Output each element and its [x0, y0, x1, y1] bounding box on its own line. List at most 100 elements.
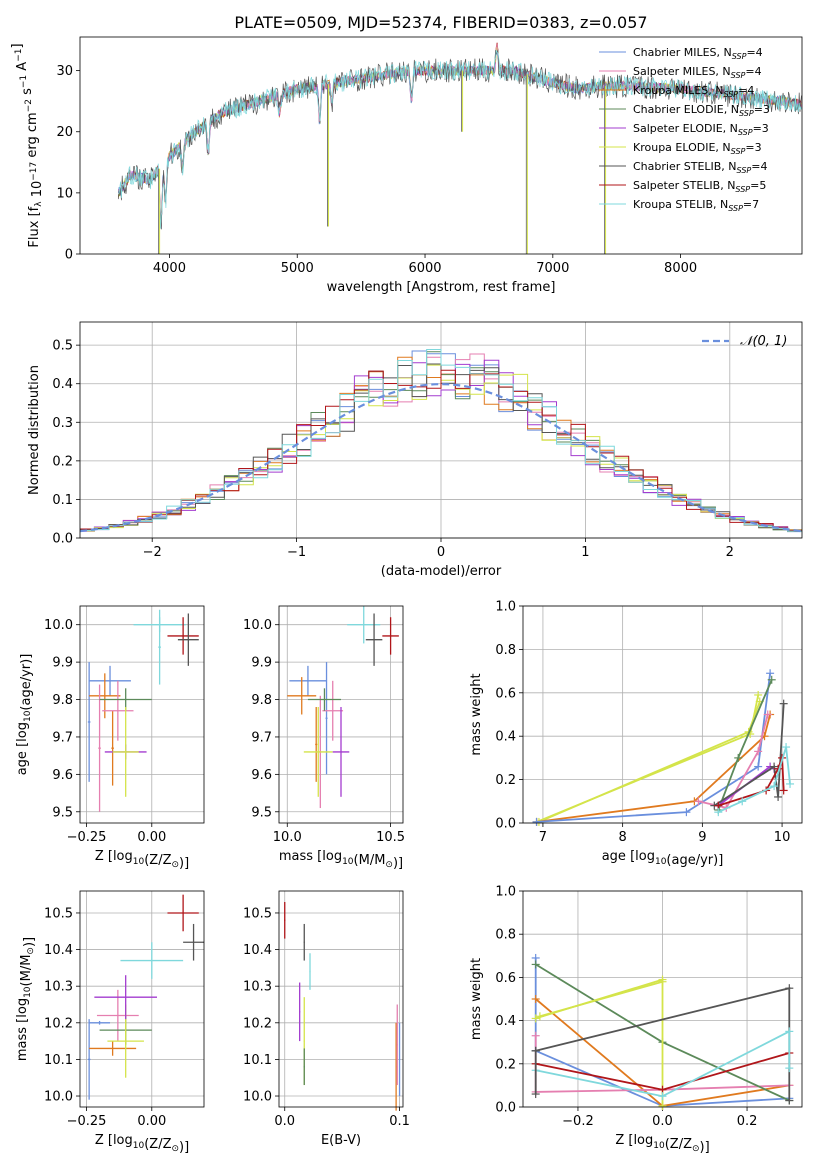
x-tick-label: 0.0: [652, 1114, 673, 1129]
y-tick-label: 9.7: [251, 730, 272, 745]
weight-line-kroupa_miles: [536, 714, 771, 823]
x-tick-label: 0: [437, 545, 445, 560]
axes-frame: [522, 605, 803, 824]
y-tick-label: 0.4: [52, 377, 73, 392]
y-tick-label: 0.0: [495, 817, 516, 832]
mass_vs_Z-panel: −0.25 0.00 10.0 10.1 10.2 10.3 10.4 10.5 Z [log1…: [15, 890, 205, 1155]
x-tick-label: 1: [581, 545, 589, 560]
weight_vs_Z-panel: −0.2 0.0 0.2 0.0 0.2 0.4 0.6 0.8 1.0 Z [log10(Z/Z…: [469, 885, 803, 1155]
y-tick-label: 10.4: [44, 943, 73, 958]
x-tick-label: 0.00: [137, 830, 166, 845]
legend-label: 𝒩(0, 1): [740, 334, 787, 349]
y-tick-label: 0.8: [495, 643, 516, 658]
axes-frame: [522, 890, 803, 1108]
x-tick-label: 6000: [408, 261, 441, 276]
y-tick-label: 10.5: [44, 906, 73, 921]
y-tick-label: 9.8: [251, 693, 272, 708]
y-tick-label: 0.4: [495, 1014, 516, 1029]
y-tick-label: 10.0: [243, 618, 272, 633]
weight-line-chabrier_miles: [536, 673, 771, 823]
y-tick-label: 20: [56, 125, 73, 140]
y-tick-label: 9.7: [52, 730, 73, 745]
histogram-salpeter_stelib: [80, 369, 802, 531]
x-tick-label: 8: [619, 830, 627, 845]
y-tick-label: 0.4: [495, 730, 516, 745]
axes-frame: [278, 605, 404, 824]
figure-title: PLATE=0509, MJD=52374, FIBERID=0383, z=0…: [234, 13, 647, 32]
y-axis-label: mass [log10(M/M⊙)]: [15, 937, 37, 1061]
y-tick-label: 10.0: [44, 1090, 73, 1105]
y-tick-label: 9.9: [251, 656, 272, 671]
normal-curve: [79, 382, 803, 533]
y-tick-label: 0.3: [52, 416, 73, 431]
y-tick-label: 0.8: [495, 928, 516, 943]
x-axis-label: Z [log10(Z/Z⊙)]: [95, 849, 189, 871]
legend-label: Kroupa STELIB, NSSP=7: [633, 198, 759, 213]
x-tick-label: 7: [539, 830, 547, 845]
y-tick-label: 0.0: [495, 1101, 516, 1116]
y-tick-label: 0: [65, 248, 73, 263]
axes-frame: [79, 321, 803, 539]
y-tick-label: 10.0: [44, 618, 73, 633]
spectrum-panel: 4000 5000 6000 7000 8000 0 10 20 30 wavelength [A…: [10, 36, 803, 295]
x-axis-label: wavelength [Angstrom, rest frame]: [327, 280, 556, 295]
age_vs_Z-panel: −0.25 0.00 9.5 9.6 9.7 9.8 9.9 10.0 Z [log10(Z/Z…: [15, 605, 205, 871]
y-tick-label: 10.3: [44, 980, 73, 995]
y-tick-label: 10.4: [243, 943, 272, 958]
y-axis-label: Flux [fλ 10−17 erg cm−2 s−1 A−1]: [10, 43, 45, 247]
y-tick-label: 10.1: [243, 1053, 272, 1068]
x-tick-label: 10.5: [376, 830, 405, 845]
legend-label: Chabrier MILES, NSSP=4: [633, 46, 763, 61]
y-tick-label: 10: [56, 186, 73, 201]
y-tick-label: 30: [56, 64, 73, 79]
y-tick-label: 10.2: [44, 1016, 73, 1031]
weight-line-kroupa_elodie: [539, 980, 663, 1018]
axes-frame: [278, 890, 404, 1108]
y-tick-label: 0.5: [52, 339, 73, 354]
y-tick-label: 1.0: [495, 600, 516, 615]
weight_vs_age-panel: 7 8 9 10 0.0 0.2 0.4 0.6 0.8 1.0 age [log10(age/yr…: [469, 600, 803, 868]
x-tick-label: −0.2: [562, 1114, 594, 1129]
x-tick-label: −2: [143, 545, 162, 560]
y-tick-label: 9.8: [52, 693, 73, 708]
x-axis-label: (data-model)/error: [381, 564, 502, 579]
y-tick-label: 0.6: [495, 971, 516, 986]
y-tick-label: 0.0: [52, 532, 73, 547]
y-tick-label: 9.5: [52, 805, 73, 820]
x-tick-label: 10.0: [273, 830, 302, 845]
y-tick-label: 9.9: [52, 656, 73, 671]
x-tick-label: 4000: [153, 261, 186, 276]
x-axis-label: E(B-V): [321, 1133, 361, 1148]
x-tick-label: 7000: [536, 261, 569, 276]
y-tick-label: 0.6: [495, 686, 516, 701]
y-tick-label: 10.2: [243, 1016, 272, 1031]
weight-line-kroupa_stelib: [535, 1029, 791, 1098]
x-axis-label: Z [log10(Z/Z⊙)]: [615, 1133, 709, 1155]
y-axis-label: age [log10(age/yr)]: [15, 654, 34, 776]
y-tick-label: 9.6: [52, 768, 73, 783]
y-tick-label: 9.6: [251, 768, 272, 783]
y-tick-label: 10.3: [243, 980, 272, 995]
legend-label: Chabrier STELIB, NSSP=4: [633, 160, 767, 175]
spectrum-line-kroupa_stelib: [118, 49, 802, 229]
y-tick-label: 10.1: [44, 1053, 73, 1068]
legend-label: Kroupa ELODIE, NSSP=3: [633, 141, 762, 156]
x-tick-label: 2: [726, 545, 734, 560]
x-tick-label: 0.00: [137, 1114, 166, 1129]
x-axis-label: mass [log10(M/M⊙)]: [279, 849, 403, 871]
y-tick-label: 1.0: [495, 885, 516, 900]
axes-frame: [79, 890, 205, 1108]
axes-frame: [79, 605, 205, 824]
legend-label: Kroupa MILES, NSSP=4: [633, 84, 754, 99]
mass_vs_EBV-panel: 0.0 0.1 10.0 10.1 10.2 10.3 10.4 10.5 E(B-V): [243, 890, 410, 1148]
y-tick-label: 0.2: [495, 773, 516, 788]
weight-line-chabrier_miles: [534, 958, 790, 1107]
legend-label: Salpeter ELODIE, NSSP=3: [633, 122, 769, 137]
y-tick-label: 0.1: [52, 493, 73, 508]
y-tick-label: 10.0: [243, 1090, 272, 1105]
y-tick-label: 0.2: [495, 1057, 516, 1072]
y-axis-label: mass weight: [469, 673, 484, 755]
x-axis-label: Z [log10(Z/Z⊙)]: [95, 1133, 189, 1155]
legend-label: Salpeter STELIB, NSSP=5: [633, 179, 766, 194]
